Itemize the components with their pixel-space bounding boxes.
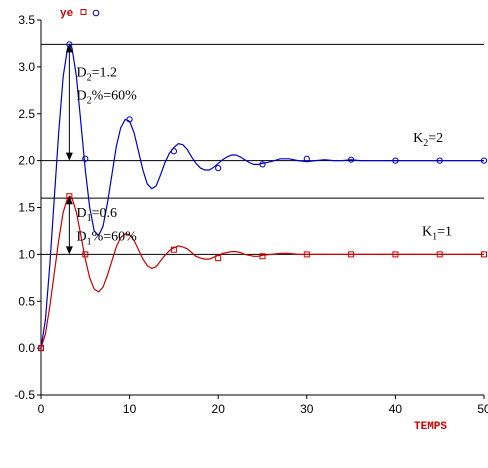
y-tick-label: -0.5 xyxy=(14,388,35,402)
legend-circle-marker xyxy=(92,9,100,17)
data-point-circle xyxy=(480,157,488,164)
annotation-label: K2=2 xyxy=(413,131,443,149)
x-tick-label: 10 xyxy=(123,402,137,416)
annotation-label: D2%=60% xyxy=(76,89,137,107)
y-tick-label: 2.5 xyxy=(18,107,35,121)
data-point-square xyxy=(170,246,177,253)
data-point-square xyxy=(82,251,89,258)
overshoot-arrow-head-up xyxy=(65,44,73,53)
data-point-circle xyxy=(215,165,222,172)
annotation-label: D1%=60% xyxy=(76,229,137,247)
data-point-square xyxy=(481,251,487,258)
x-tick-label: 50 xyxy=(477,402,488,416)
x-tick-label: 0 xyxy=(38,402,45,416)
data-point-circle xyxy=(259,161,266,168)
data-point-circle xyxy=(170,148,177,155)
y-tick-label: 3.0 xyxy=(18,60,35,74)
series-line-2 xyxy=(40,195,484,349)
data-point-square xyxy=(38,345,44,352)
y-tick-label: 3.5 xyxy=(18,13,35,27)
data-point-circle xyxy=(303,155,310,162)
data-point-circle xyxy=(82,155,89,162)
x-tick-label: 30 xyxy=(300,402,314,416)
y-tick-label: 1.5 xyxy=(18,201,35,215)
data-point-square xyxy=(259,253,266,260)
y-tick-label: 2.0 xyxy=(18,154,35,168)
annotation-label: D2=1.2 xyxy=(76,65,117,83)
data-point-square xyxy=(392,251,399,258)
data-point-square xyxy=(215,255,222,262)
legend-label: ye xyxy=(60,8,74,20)
annotation-label: K1=1 xyxy=(422,225,452,243)
data-point-circle xyxy=(126,116,133,123)
data-point-circle xyxy=(392,157,399,164)
data-point-square xyxy=(436,251,443,258)
y-tick-label: 0.5 xyxy=(18,294,35,308)
x-tick-label: 20 xyxy=(212,402,226,416)
data-point-circle xyxy=(348,156,355,163)
legend: ye xyxy=(60,8,100,20)
annotation-label: D1=0.6 xyxy=(76,206,117,224)
data-point-square xyxy=(348,251,355,258)
data-point-square xyxy=(303,251,310,258)
overshoot-arrow-head-down xyxy=(65,246,73,255)
legend-square-marker xyxy=(80,9,87,15)
data-point-circle xyxy=(436,157,443,164)
overshoot-arrow-head-up xyxy=(65,196,73,205)
overshoot-arrow-head-down xyxy=(65,152,73,161)
y-tick-label: 1.0 xyxy=(18,247,35,261)
x-axis-label: TEMPS xyxy=(414,421,447,433)
x-tick-label: 40 xyxy=(389,402,403,416)
y-tick-label: 0.0 xyxy=(18,341,35,355)
